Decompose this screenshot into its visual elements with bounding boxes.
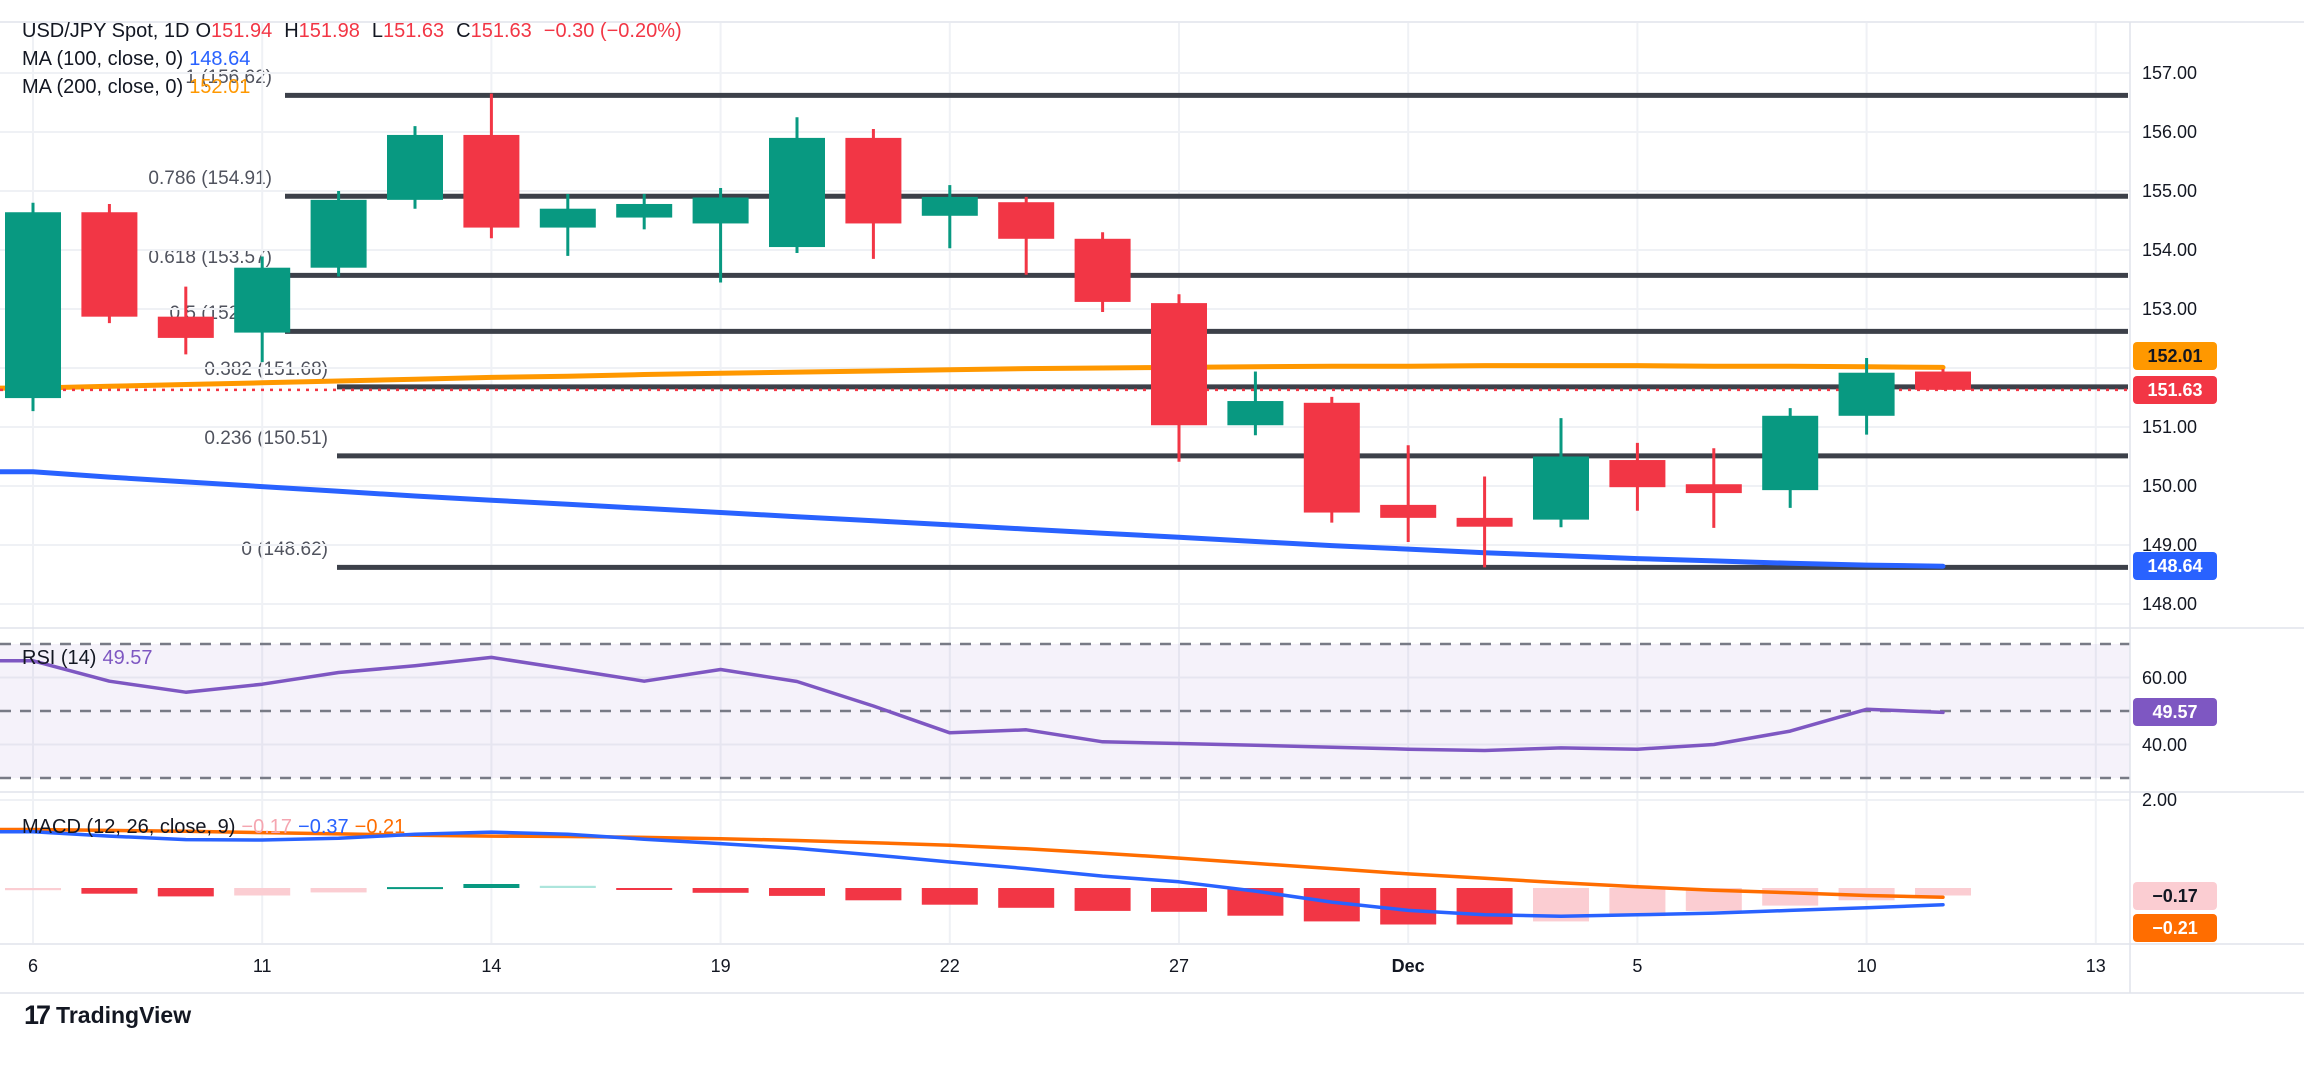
macd-histogram bbox=[5, 884, 1971, 925]
candle bbox=[1074, 238, 1131, 302]
time-tick-label: 5 bbox=[1632, 956, 1643, 976]
candle bbox=[157, 316, 214, 338]
candle bbox=[1151, 303, 1207, 426]
candle bbox=[234, 267, 291, 333]
candle bbox=[1762, 415, 1819, 491]
close-label: C bbox=[456, 20, 471, 42]
axis-tick-label: 60.00 bbox=[2142, 667, 2188, 688]
ma100-label: MA (100, close, 0) bbox=[22, 48, 184, 70]
axis-tick-label: 2.00 bbox=[2142, 790, 2178, 810]
rsi-band bbox=[0, 642, 2130, 780]
high-label: H bbox=[284, 20, 299, 42]
time-tick-label: 22 bbox=[939, 956, 960, 976]
candle bbox=[1303, 402, 1360, 513]
symbol-legend: USD/JPY Spot, 1D O151.94 H151.98 L151.63 C15… bbox=[22, 18, 688, 44]
candle bbox=[998, 202, 1055, 239]
candle bbox=[845, 137, 902, 224]
candle bbox=[769, 137, 825, 248]
low-value: 151.63 bbox=[382, 20, 445, 42]
low-label: L bbox=[371, 20, 383, 42]
price-badge: −0.17 bbox=[2133, 882, 2217, 910]
ma200-label: MA (200, close, 0) bbox=[22, 76, 184, 98]
axis-tick-label: 154.00 bbox=[2142, 240, 2198, 260]
axis-tick-label: 150.00 bbox=[2142, 476, 2198, 496]
tradingview-watermark[interactable]: 17 TradingView bbox=[24, 1000, 191, 1031]
open-label: O bbox=[195, 20, 212, 42]
rsi-legend: RSI (14) 49.57 bbox=[22, 645, 159, 671]
time-tick-label: 13 bbox=[2085, 956, 2106, 976]
close-value: 151.63 bbox=[470, 20, 532, 42]
time-tick-label: 19 bbox=[710, 956, 731, 976]
ma100-line[interactable] bbox=[0, 469, 1946, 569]
candle bbox=[539, 208, 596, 228]
axis-tick-label: 155.00 bbox=[2142, 181, 2198, 201]
time-tick-label: 6 bbox=[27, 956, 39, 976]
price-badge: 151.63 bbox=[2133, 376, 2217, 404]
candle bbox=[1533, 456, 1589, 520]
tradingview-logo-icon[interactable]: 17 bbox=[24, 1000, 51, 1030]
time-tick-label: 11 bbox=[252, 956, 272, 976]
candle bbox=[921, 196, 978, 216]
macd-signal-value: −0.21 bbox=[354, 816, 406, 838]
macd-line[interactable] bbox=[0, 829, 1945, 918]
rsi-line[interactable] bbox=[0, 655, 1945, 753]
candle bbox=[1380, 504, 1437, 518]
pane-separators[interactable] bbox=[0, 21, 2304, 994]
candle bbox=[1685, 484, 1742, 494]
axis-tick-label: 148.00 bbox=[2142, 594, 2198, 614]
ma100-legend: MA (100, close, 0) 148.64 bbox=[22, 46, 256, 72]
time-tick-label: 10 bbox=[1856, 956, 1877, 976]
fib-label: 0.236 (150.51) bbox=[204, 427, 328, 449]
candle bbox=[1227, 401, 1284, 426]
rsi-label: RSI (14) bbox=[22, 647, 97, 669]
candle bbox=[616, 203, 673, 218]
candle bbox=[1838, 372, 1895, 416]
price-badge: 49.57 bbox=[2133, 698, 2217, 726]
macd-label: MACD (12, 26, close, 9) bbox=[22, 816, 236, 838]
candle bbox=[5, 212, 61, 399]
ma100-value: 148.64 bbox=[189, 48, 251, 70]
fib-retracement-lines[interactable] bbox=[285, 92, 2128, 570]
candle bbox=[81, 212, 138, 317]
axis-tick-label: 151.00 bbox=[2142, 417, 2198, 437]
axis-tick-label: 40.00 bbox=[2142, 734, 2188, 755]
ma200-legend: MA (200, close, 0) 152.01 bbox=[22, 74, 256, 100]
change-value: −0.30 (−0.20%) bbox=[543, 20, 682, 42]
candle bbox=[463, 134, 520, 228]
fib-label: 0.618 (153.57) bbox=[148, 247, 272, 269]
macd-legend: MACD (12, 26, close, 9) −0.17 −0.37 −0.21 bbox=[22, 814, 411, 840]
chart-canvas[interactable] bbox=[0, 0, 2304, 1000]
fib-label: 0.786 (154.91) bbox=[148, 168, 272, 190]
tradingview-brand-text[interactable]: TradingView bbox=[56, 1002, 192, 1028]
axis-tick-label: 149.00 bbox=[2142, 535, 2198, 555]
ma200-line[interactable] bbox=[0, 363, 1946, 391]
candle bbox=[387, 134, 443, 200]
ma200-value: 152.01 bbox=[189, 76, 251, 98]
time-tick-label: Dec bbox=[1391, 956, 1425, 976]
candle bbox=[310, 199, 367, 268]
axis-tick-label: 156.00 bbox=[2142, 122, 2198, 142]
axis-tick-label: 153.00 bbox=[2142, 299, 2198, 319]
symbol-title: USD/JPY Spot, 1D bbox=[22, 20, 190, 42]
time-tick-label: 14 bbox=[481, 956, 502, 976]
candle bbox=[1609, 460, 1666, 488]
macd-hist-value: −0.17 bbox=[241, 816, 293, 838]
fib-label: 0.382 (151.68) bbox=[204, 358, 328, 380]
price-badge: 148.64 bbox=[2133, 552, 2217, 580]
macd-signal-line[interactable] bbox=[0, 827, 1945, 899]
axis-tick-label: 157.00 bbox=[2142, 63, 2198, 83]
rsi-value: 49.57 bbox=[102, 647, 153, 669]
macd-line-value: −0.37 bbox=[298, 816, 349, 838]
price-badge: −0.21 bbox=[2133, 914, 2217, 942]
candle bbox=[1915, 371, 1971, 390]
price-badge: 152.01 bbox=[2133, 342, 2217, 370]
open-value: 151.94 bbox=[211, 20, 273, 42]
candle bbox=[1456, 517, 1513, 527]
candlesticks[interactable] bbox=[5, 93, 1971, 568]
time-tick-label: 27 bbox=[1168, 956, 1190, 976]
candle bbox=[692, 197, 749, 224]
high-value: 151.98 bbox=[298, 20, 360, 42]
